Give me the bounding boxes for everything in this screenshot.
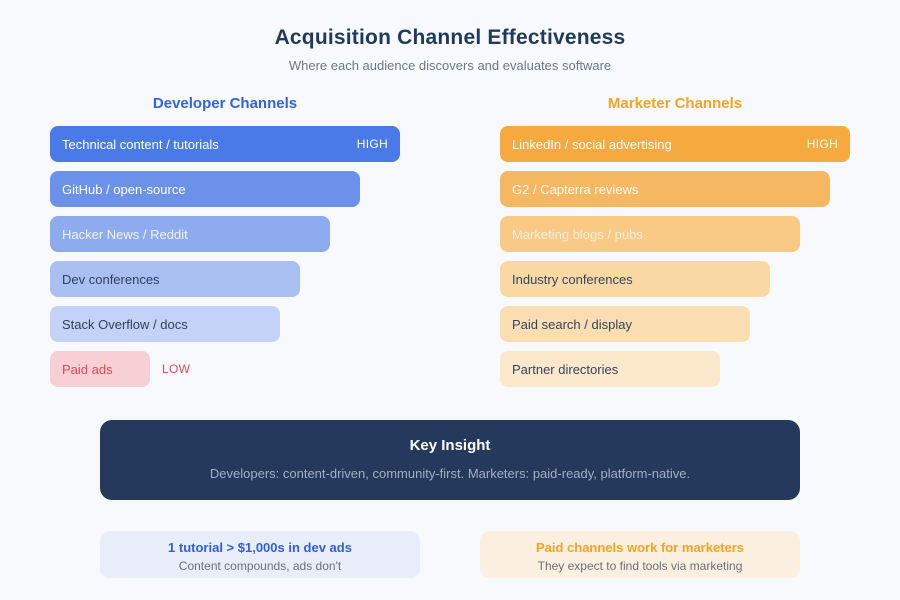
channel-bar-row: Paid search / display bbox=[500, 306, 850, 342]
channel-bar-row: Technical content / tutorials HIGH bbox=[50, 126, 400, 162]
channel-bar: Stack Overflow / docs bbox=[50, 306, 280, 342]
marketer-callout-subtitle: They expect to find tools via marketing bbox=[537, 559, 743, 573]
channel-bar-row: Dev conferences bbox=[50, 261, 400, 297]
effectiveness-tag: HIGH bbox=[356, 137, 388, 151]
channel-bar-label: Paid search / display bbox=[512, 316, 632, 332]
marketer-channels-column: Marketer Channels LinkedIn / social adve… bbox=[500, 95, 850, 396]
key-insight-body: Developers: content-driven, community-fi… bbox=[209, 466, 691, 481]
channel-bar: LinkedIn / social advertising HIGH bbox=[500, 126, 850, 162]
channel-bar-label: Paid ads bbox=[62, 361, 113, 377]
channel-bar: Hacker News / Reddit bbox=[50, 216, 330, 252]
channel-bar: GitHub / open-source bbox=[50, 171, 360, 207]
marketer-callout-title: Paid channels work for marketers bbox=[535, 540, 745, 555]
channel-bar: Paid search / display bbox=[500, 306, 750, 342]
page-subtitle: Where each audience discovers and evalua… bbox=[288, 58, 612, 73]
channel-bar-label: Industry conferences bbox=[512, 271, 633, 287]
channel-bar: Paid ads bbox=[50, 351, 150, 387]
key-insight-panel: Key Insight Developers: content-driven, … bbox=[100, 420, 800, 500]
channel-bar-row: Marketing blogs / pubs bbox=[500, 216, 850, 252]
marketer-channels-bars: LinkedIn / social advertising HIGH G2 / Ca… bbox=[500, 126, 850, 387]
channel-bar: Partner directories bbox=[500, 351, 720, 387]
page-title: Acquisition Channel Effectiveness bbox=[274, 26, 626, 49]
marketer-channels-header: Marketer Channels bbox=[607, 95, 743, 112]
channel-bar: Technical content / tutorials HIGH bbox=[50, 126, 400, 162]
developer-callout: 1 tutorial > $1,000s in dev ads Content … bbox=[100, 531, 420, 578]
channel-bar-row: Stack Overflow / docs bbox=[50, 306, 400, 342]
developer-callout-subtitle: Content compounds, ads don't bbox=[178, 559, 342, 573]
effectiveness-tag: LOW bbox=[162, 362, 191, 376]
channel-bar-label: Hacker News / Reddit bbox=[62, 226, 188, 242]
channel-bar: G2 / Capterra reviews bbox=[500, 171, 830, 207]
channel-bar-label: LinkedIn / social advertising bbox=[512, 136, 672, 152]
channel-bar: Industry conferences bbox=[500, 261, 770, 297]
developer-callout-title: 1 tutorial > $1,000s in dev ads bbox=[168, 540, 352, 555]
developer-channels-column: Developer Channels Technical content / t… bbox=[50, 95, 400, 396]
developer-channels-header: Developer Channels bbox=[152, 95, 298, 112]
channel-bar-label: G2 / Capterra reviews bbox=[512, 181, 639, 197]
marketer-callout: Paid channels work for marketers They ex… bbox=[480, 531, 800, 578]
channel-bar-row: Industry conferences bbox=[500, 261, 850, 297]
channel-bar-row: G2 / Capterra reviews bbox=[500, 171, 850, 207]
channel-bar-row: Partner directories bbox=[500, 351, 850, 387]
key-insight-title: Key Insight bbox=[409, 437, 491, 454]
channel-bar-row: Hacker News / Reddit bbox=[50, 216, 400, 252]
channel-bar-label: Dev conferences bbox=[62, 271, 160, 287]
channel-bar-label: Partner directories bbox=[512, 361, 619, 377]
channel-bar-row: LinkedIn / social advertising HIGH bbox=[500, 126, 850, 162]
effectiveness-tag: HIGH bbox=[806, 137, 838, 151]
channel-bar-row: Paid ads LOW bbox=[50, 351, 400, 387]
channel-bar-label: GitHub / open-source bbox=[62, 181, 186, 197]
channel-bar-label: Stack Overflow / docs bbox=[62, 316, 188, 332]
developer-channels-bars: Technical content / tutorials HIGH GitHub … bbox=[50, 126, 400, 387]
channel-bar: Marketing blogs / pubs bbox=[500, 216, 800, 252]
channel-bar-row: GitHub / open-source bbox=[50, 171, 400, 207]
channel-bar-label: Marketing blogs / pubs bbox=[512, 226, 643, 242]
channel-bar: Dev conferences bbox=[50, 261, 300, 297]
channel-bar-label: Technical content / tutorials bbox=[62, 136, 219, 152]
